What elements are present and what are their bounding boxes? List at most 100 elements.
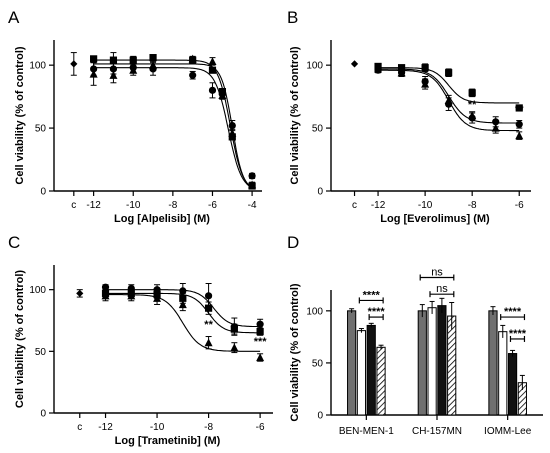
significance-label: ns: [431, 267, 443, 279]
bar-hatched: [447, 315, 457, 416]
data-point-triangle: [491, 123, 500, 132]
bar-hatched: [376, 346, 386, 416]
data-point-square: [208, 66, 217, 74]
y-tick-label: 100: [29, 61, 46, 72]
data-point-triangle: [149, 60, 158, 69]
data-point-triangle: [129, 66, 138, 74]
y-axis-label: Cell viability (% of control): [14, 46, 26, 184]
data-point-triangle: [515, 131, 524, 140]
data-point-triangle: [248, 180, 257, 189]
x-tick-label: -10: [126, 200, 141, 211]
y-tick-label: 100: [29, 285, 46, 296]
bar-dark-gray: [417, 310, 427, 416]
fit-curve: [93, 59, 253, 188]
data-point-square: [256, 328, 264, 336]
panel-d-cell-lines-bar-chart: 0 50 100 Cell viability (% of control) BEN-M…: [289, 267, 543, 437]
data-point-diamond: [350, 60, 359, 68]
fit-curve: [93, 67, 253, 189]
data-point-triangle: [127, 291, 136, 300]
data-point-circle: [515, 120, 523, 128]
data-point-triangle: [374, 64, 383, 73]
data-point-triangle: [444, 96, 453, 104]
bar-black: [437, 305, 447, 416]
bar-black: [366, 324, 376, 416]
data-point-circle: [179, 287, 187, 295]
data-point-triangle: [204, 338, 213, 347]
x-tick-label: -4: [248, 200, 257, 211]
significance-label: ****: [509, 328, 527, 340]
data-point-triangle: [218, 91, 227, 99]
x-axis-label: Log [Trametinib] (M): [115, 435, 221, 447]
y-tick-label: 0: [40, 409, 46, 420]
panel-letter-c: C: [8, 233, 20, 252]
x-tick-label: -6: [208, 200, 217, 211]
category-label: BEN-MEN-1: [339, 426, 394, 437]
data-point-square: [149, 54, 157, 62]
data-point-triangle: [421, 79, 430, 88]
category-label: CH-157MN: [412, 426, 462, 437]
significance-label: ****: [368, 306, 386, 318]
data-point-circle: [204, 292, 213, 300]
data-point-diamond: [76, 289, 84, 297]
bar-white: [498, 331, 508, 416]
x-tick-label: -12: [86, 200, 101, 211]
data-point-square: [109, 56, 118, 64]
x-tick-label: -8: [204, 422, 213, 433]
data-point-square: [515, 104, 523, 112]
y-tick-label: 0: [317, 187, 323, 198]
x-tick-label: -8: [168, 200, 177, 211]
bar-dark-gray: [488, 310, 498, 416]
y-axis-label: Cell viability (% of control): [289, 46, 301, 184]
y-tick-label: 100: [306, 61, 323, 72]
x-tick-label: c: [77, 422, 82, 433]
data-point-circle: [189, 71, 197, 79]
bar-white: [427, 307, 437, 416]
significance-label: **: [468, 99, 477, 111]
y-tick-label: 50: [312, 358, 324, 369]
x-tick-label: c: [71, 200, 76, 211]
data-point-triangle: [89, 69, 98, 78]
data-point-circle: [101, 283, 110, 291]
data-point-triangle: [153, 294, 162, 302]
panel-letter-a: A: [8, 8, 20, 27]
data-point-triangle: [101, 291, 110, 300]
panel-letter-b: B: [287, 8, 298, 27]
x-tick-label: c: [352, 200, 357, 211]
y-tick-label: 0: [40, 187, 46, 198]
fit-curve: [93, 63, 253, 189]
panel-b-everolimus-chart: 0 50 100 Cell viability (% of control) c -12 -…: [289, 40, 531, 225]
x-tick-label: -10: [418, 200, 433, 211]
x-tick-label: -8: [468, 200, 477, 211]
data-point-triangle: [109, 71, 118, 79]
data-point-square: [90, 55, 98, 63]
x-tick-label: -6: [256, 422, 265, 433]
significance-label: ***: [254, 336, 268, 348]
data-point-circle: [208, 86, 217, 94]
data-point-square: [129, 56, 137, 64]
x-tick-label: -6: [515, 200, 524, 211]
data-point-diamond: [70, 60, 78, 68]
significance-label: **: [515, 104, 524, 116]
data-point-circle: [248, 172, 256, 180]
x-tick-label: -12: [371, 200, 386, 211]
x-axis-label: Log [Everolimus] (M): [380, 213, 490, 225]
x-tick-label: -10: [150, 422, 165, 433]
data-point-triangle: [256, 353, 265, 362]
significance-label: ****: [363, 289, 381, 301]
data-point-circle: [256, 320, 264, 328]
significance-label: ****: [504, 306, 522, 318]
data-point-circle: [228, 121, 236, 130]
data-point-square: [230, 325, 238, 333]
panel-letter-d: D: [287, 233, 299, 252]
y-tick-label: 50: [312, 124, 324, 135]
data-point-triangle: [230, 343, 239, 352]
data-point-triangle: [178, 300, 187, 309]
y-axis-label: Cell viability (% of control): [14, 270, 26, 408]
data-point-triangle: [397, 68, 406, 77]
significance-label: ns: [436, 283, 448, 295]
x-axis-label: Log [Alpelisib] (M): [114, 213, 210, 225]
data-point-square: [468, 89, 476, 97]
